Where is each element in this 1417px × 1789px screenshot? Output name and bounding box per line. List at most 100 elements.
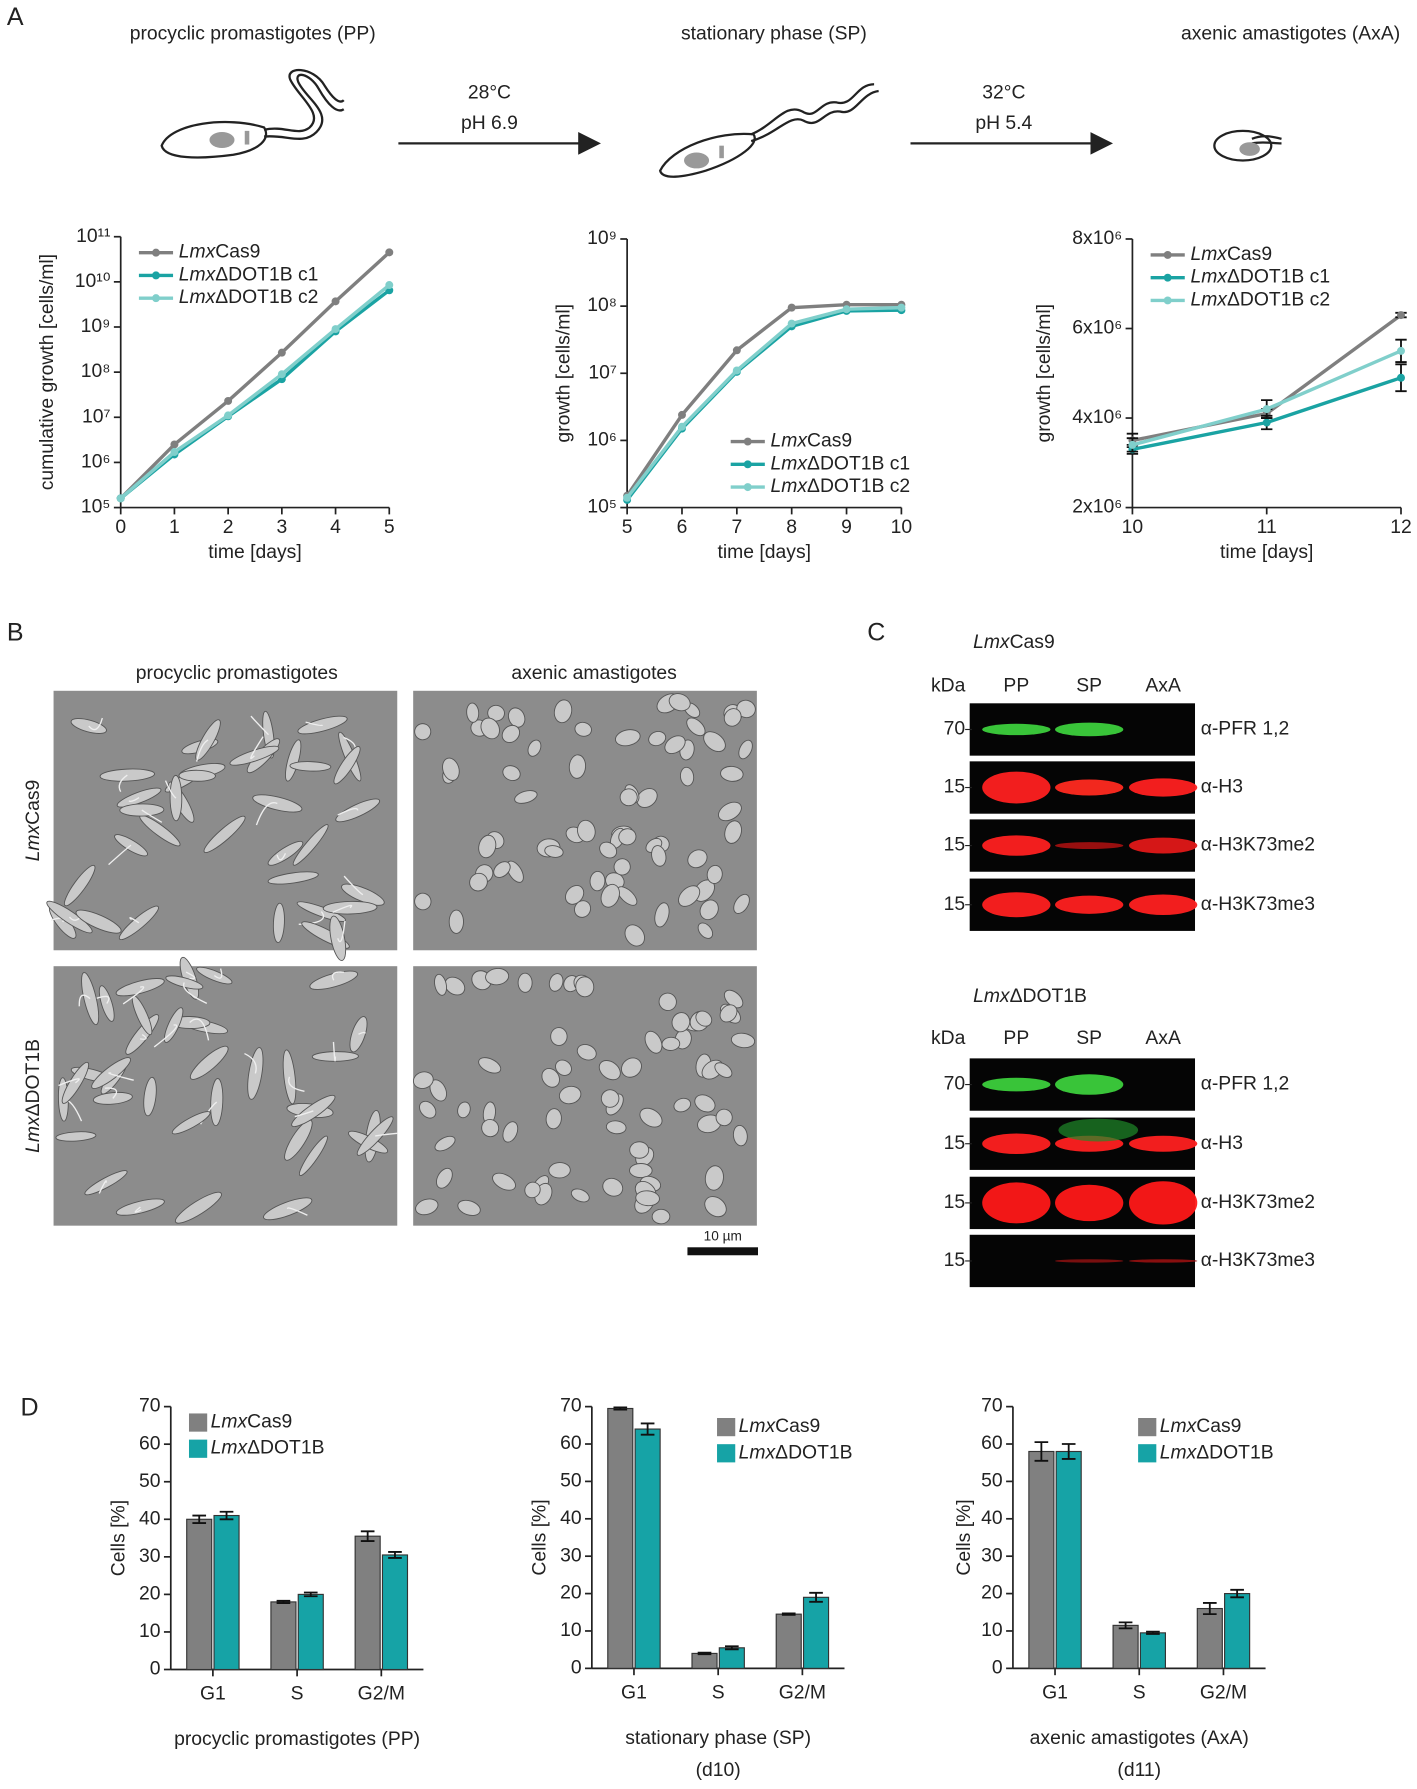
x-tick-label: G2/M <box>779 1682 826 1704</box>
y-tick-label: 0 <box>992 1656 1003 1678</box>
cell <box>527 739 542 757</box>
cell <box>605 1120 627 1135</box>
cell <box>714 1062 733 1078</box>
cell <box>412 1071 434 1089</box>
flagellum <box>153 1024 178 1048</box>
cell <box>651 845 667 867</box>
x-tick-label: 5 <box>384 516 395 538</box>
bar <box>1112 1624 1139 1669</box>
legend-swatch <box>151 294 160 303</box>
cell <box>555 1059 572 1076</box>
y-tick-label: 50 <box>139 1470 161 1492</box>
marker-size: 15 <box>944 1132 965 1154</box>
band <box>1129 894 1198 915</box>
x-axis-label: time [days] <box>208 541 301 563</box>
flagellum <box>185 971 196 980</box>
marker-size: 15 <box>944 1191 965 1213</box>
text-part: Lmx <box>1160 1415 1198 1437</box>
flagellum <box>134 1206 142 1213</box>
cell <box>480 717 500 740</box>
error-bar <box>613 1406 628 1411</box>
text-part: Lmx <box>1190 243 1228 265</box>
condition: 32°C <box>982 81 1025 103</box>
cell <box>635 1190 660 1207</box>
error-bar <box>1118 1621 1133 1630</box>
legend-entry: LmxΔDOT1B c2 <box>179 286 319 308</box>
y-tick-label: 6x10⁶ <box>1072 317 1122 339</box>
marker-size: 15 <box>944 834 965 856</box>
legend-entry: LmxΔDOT1B <box>211 1437 325 1459</box>
legend-swatch <box>1163 250 1172 259</box>
error-bar <box>1230 1588 1244 1599</box>
point <box>678 410 686 419</box>
row-label: LmxCas9 <box>22 780 44 862</box>
flagellum <box>140 1033 147 1040</box>
y-tick-label: 0 <box>571 1656 582 1678</box>
y-tick-label: 60 <box>981 1432 1003 1454</box>
y-tick-label: 10⁹ <box>81 315 111 337</box>
point <box>1262 418 1271 427</box>
blot-title: LmxΔDOT1B <box>973 985 1087 1007</box>
text-part: Lmx <box>179 264 217 286</box>
cell <box>618 828 637 846</box>
bar <box>354 1535 381 1671</box>
cell <box>724 820 742 844</box>
cell <box>502 1121 519 1143</box>
marker-size: 15 <box>944 1249 965 1271</box>
cell <box>419 1100 437 1119</box>
text-part: Lmx <box>739 1441 777 1463</box>
x-tick-label: 11 <box>1257 516 1277 538</box>
text-part: Lmx <box>973 985 1011 1007</box>
flagellum <box>189 1018 210 1041</box>
band <box>1129 1135 1198 1152</box>
y-tick-label: 0 <box>150 1658 161 1680</box>
lane-label: PP <box>1003 1027 1029 1049</box>
cell <box>247 1047 264 1100</box>
error-bar <box>640 1422 655 1436</box>
band <box>1129 1181 1198 1225</box>
cell <box>415 1198 439 1216</box>
cell <box>574 721 592 737</box>
y-tick-label: 10¹⁰ <box>75 270 111 292</box>
flagellum <box>286 1207 308 1216</box>
y-axis-label: growth [cells/ml] <box>1033 304 1055 443</box>
cell <box>621 1057 642 1078</box>
y-tick-label: 20 <box>139 1583 161 1605</box>
error-bar <box>1202 1602 1217 1616</box>
legend-swatch <box>188 1413 208 1432</box>
condition: 28°C <box>468 81 511 103</box>
cell <box>648 730 667 747</box>
cell <box>469 872 488 892</box>
panel-label: B <box>7 618 24 646</box>
text-part: Lmx <box>211 1411 249 1433</box>
y-tick-label: 10⁷ <box>588 361 616 383</box>
point <box>1128 440 1137 449</box>
text-part: Lmx <box>179 241 217 263</box>
y-tick-label: 10⁷ <box>82 405 111 427</box>
cell <box>553 699 573 724</box>
cell <box>91 1057 132 1089</box>
error-bar <box>303 1591 318 1598</box>
point <box>385 248 394 257</box>
y-tick-label: 60 <box>560 1432 582 1454</box>
column-label: procyclic promastigotes <box>136 662 338 684</box>
flagellum <box>118 774 128 793</box>
x-tick-label: 7 <box>731 516 742 538</box>
lane-label: SP <box>1076 674 1102 696</box>
y-tick-label: 10⁶ <box>81 451 110 473</box>
series-line <box>119 283 391 500</box>
legend-entry: LmxΔDOT1B c1 <box>771 452 911 474</box>
cell <box>178 769 216 782</box>
flagellum <box>305 721 324 727</box>
cell <box>196 966 233 985</box>
cell <box>723 989 744 1009</box>
cell <box>442 757 460 781</box>
cell <box>600 883 620 908</box>
cell <box>738 739 753 760</box>
band <box>1055 842 1124 849</box>
legend-entry: LmxCas9 <box>739 1415 821 1437</box>
point <box>1262 405 1271 414</box>
cell <box>517 972 533 993</box>
chart-subtitle: (d11) <box>1117 1759 1161 1781</box>
x-tick-label: 3 <box>276 516 287 538</box>
